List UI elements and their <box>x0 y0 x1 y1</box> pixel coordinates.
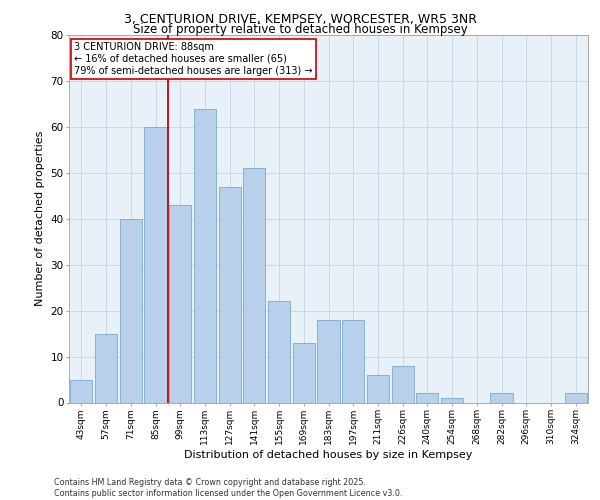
Text: Contains HM Land Registry data © Crown copyright and database right 2025.
Contai: Contains HM Land Registry data © Crown c… <box>54 478 403 498</box>
Text: 3, CENTURION DRIVE, KEMPSEY, WORCESTER, WR5 3NR: 3, CENTURION DRIVE, KEMPSEY, WORCESTER, … <box>124 12 476 26</box>
Bar <box>268 302 290 402</box>
Bar <box>169 205 191 402</box>
Text: 3 CENTURION DRIVE: 88sqm
← 16% of detached houses are smaller (65)
79% of semi-d: 3 CENTURION DRIVE: 88sqm ← 16% of detach… <box>74 42 313 76</box>
Bar <box>119 219 142 402</box>
Bar <box>342 320 364 402</box>
Bar <box>218 186 241 402</box>
Bar <box>293 343 315 402</box>
Bar <box>95 334 117 402</box>
X-axis label: Distribution of detached houses by size in Kempsey: Distribution of detached houses by size … <box>184 450 473 460</box>
Bar <box>441 398 463 402</box>
Bar <box>317 320 340 402</box>
Y-axis label: Number of detached properties: Number of detached properties <box>35 131 45 306</box>
Text: Size of property relative to detached houses in Kempsey: Size of property relative to detached ho… <box>133 22 467 36</box>
Bar <box>416 394 439 402</box>
Bar <box>145 127 167 402</box>
Bar <box>70 380 92 402</box>
Bar <box>194 108 216 403</box>
Bar <box>565 394 587 402</box>
Bar <box>367 375 389 402</box>
Bar <box>392 366 414 403</box>
Bar <box>490 394 512 402</box>
Bar <box>243 168 265 402</box>
